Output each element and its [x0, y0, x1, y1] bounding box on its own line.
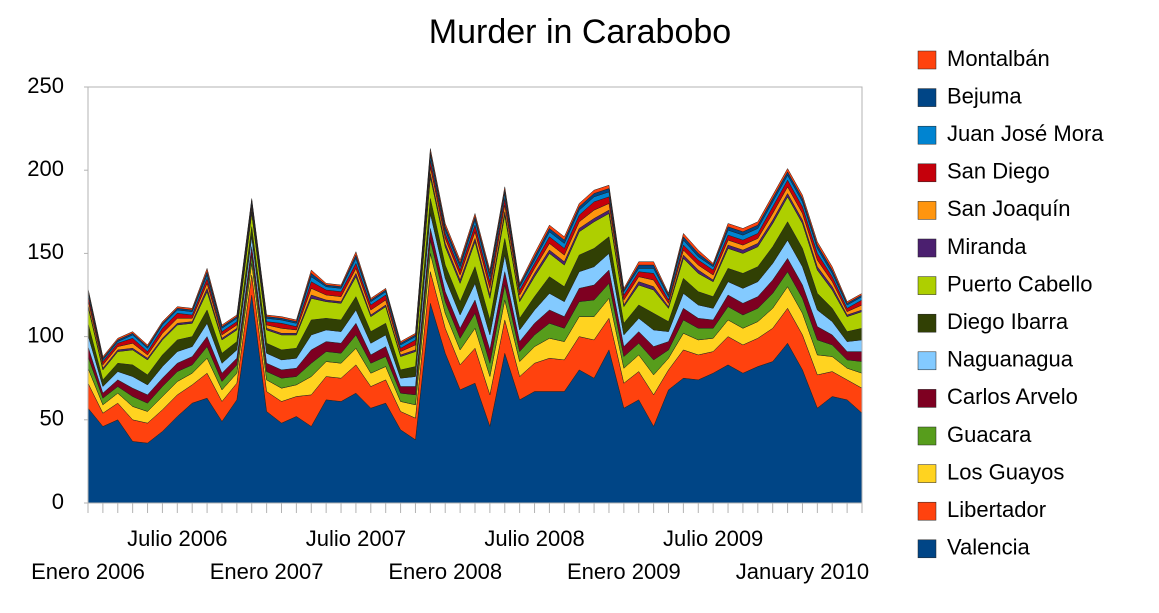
legend-swatch: [917, 389, 937, 408]
legend-swatch: [917, 201, 937, 220]
legend-swatch: [917, 501, 937, 521]
legend-swatch: [917, 313, 937, 333]
x-tick-label: Julio 2006: [127, 526, 227, 551]
legend-swatch: [917, 426, 937, 446]
legend-label: Naguanagua: [947, 347, 1074, 372]
legend-swatch: [917, 464, 937, 483]
legend-label: Guacara: [947, 422, 1032, 447]
legend-label: San Joaquín: [947, 196, 1071, 221]
legend-swatch: [917, 163, 937, 183]
x-tick-label: Julio 2008: [484, 526, 584, 551]
x-tick-label: Julio 2007: [306, 526, 406, 551]
legend-label: Diego Ibarra: [947, 309, 1069, 334]
legend-swatch: [917, 125, 937, 145]
x-tick-label: Julio 2009: [663, 526, 763, 551]
legend-swatch: [917, 88, 937, 107]
legend-label: Miranda: [947, 234, 1027, 259]
legend-label: Carlos Arvelo: [947, 384, 1078, 409]
legend-swatch: [917, 50, 937, 70]
y-tick-label: 150: [27, 239, 64, 264]
legend-label: San Diego: [947, 159, 1050, 184]
x-tick-label: Enero 2008: [388, 559, 502, 584]
legend-label: Los Guayos: [947, 459, 1064, 484]
x-tick-label: January 2010: [736, 559, 869, 584]
y-tick-label: 100: [27, 322, 64, 347]
plot-area: [87, 148, 863, 504]
y-tick-label: 200: [27, 156, 64, 181]
legend-label: Montalbán: [947, 46, 1050, 71]
legend-swatch: [917, 276, 937, 295]
legend-label: Bejuma: [947, 83, 1022, 108]
y-tick-label: 0: [52, 489, 64, 514]
y-tick-label: 50: [40, 406, 64, 431]
chart-title: Murder in Carabobo: [429, 13, 731, 51]
x-tick-label: Enero 2007: [210, 559, 324, 584]
x-tick-label: Enero 2006: [31, 559, 145, 584]
legend-label: Puerto Cabello: [947, 271, 1093, 296]
legend-swatch: [917, 238, 937, 258]
legend-swatch: [917, 539, 937, 559]
y-tick-label: 250: [27, 73, 64, 98]
legend-label: Libertador: [947, 497, 1046, 522]
x-tick-label: Enero 2009: [567, 559, 681, 584]
legend-label: Valencia: [947, 535, 1031, 560]
legend-swatch: [917, 351, 937, 371]
legend-label: Juan José Mora: [947, 121, 1104, 146]
